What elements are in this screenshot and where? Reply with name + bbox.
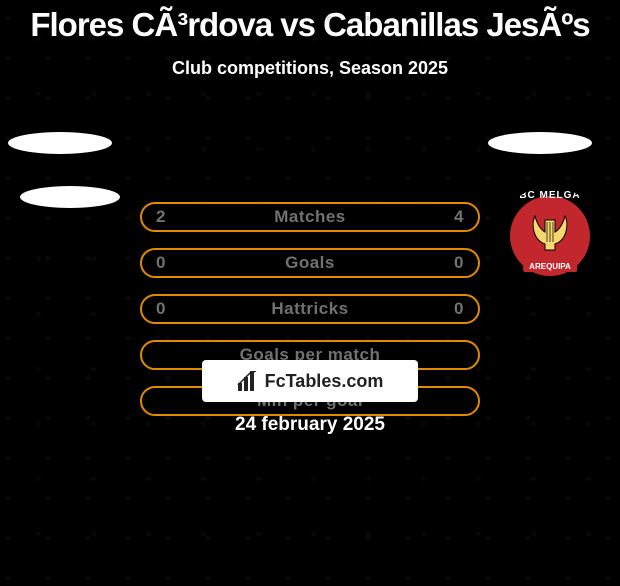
stat-row: 0Goals0 bbox=[140, 248, 480, 278]
stat-label: Hattricks bbox=[142, 299, 478, 319]
lyre-icon bbox=[527, 210, 573, 256]
stat-value-right: 0 bbox=[454, 253, 464, 273]
stat-label: Goals bbox=[142, 253, 478, 273]
crest-bottom-text: AREQUIPA bbox=[523, 261, 577, 272]
fctables-branding: FcTables.com bbox=[202, 360, 418, 402]
stat-value-left: 0 bbox=[156, 299, 166, 319]
stat-row: 2Matches4 bbox=[140, 202, 480, 232]
stat-label: Matches bbox=[142, 207, 478, 227]
branding-text: FcTables.com bbox=[265, 371, 384, 392]
placeholder-oval bbox=[488, 132, 592, 154]
generation-date: 24 february 2025 bbox=[0, 414, 620, 436]
stat-row: 0Hattricks0 bbox=[140, 294, 480, 324]
stat-value-left: 0 bbox=[156, 253, 166, 273]
placeholder-oval bbox=[20, 186, 120, 208]
stat-value-left: 2 bbox=[156, 207, 166, 227]
club-crest: BC MELGA AREQUIPA bbox=[500, 186, 600, 286]
stat-value-right: 0 bbox=[454, 299, 464, 319]
stat-value-right: 4 bbox=[454, 207, 464, 227]
page-title: Flores CÃ³rdova vs Cabanillas JesÃºs bbox=[0, 6, 620, 44]
placeholder-oval bbox=[8, 132, 112, 154]
subtitle: Club competitions, Season 2025 bbox=[0, 58, 620, 79]
bars-icon bbox=[237, 371, 259, 391]
crest-top-text: BC MELGA bbox=[500, 190, 600, 201]
